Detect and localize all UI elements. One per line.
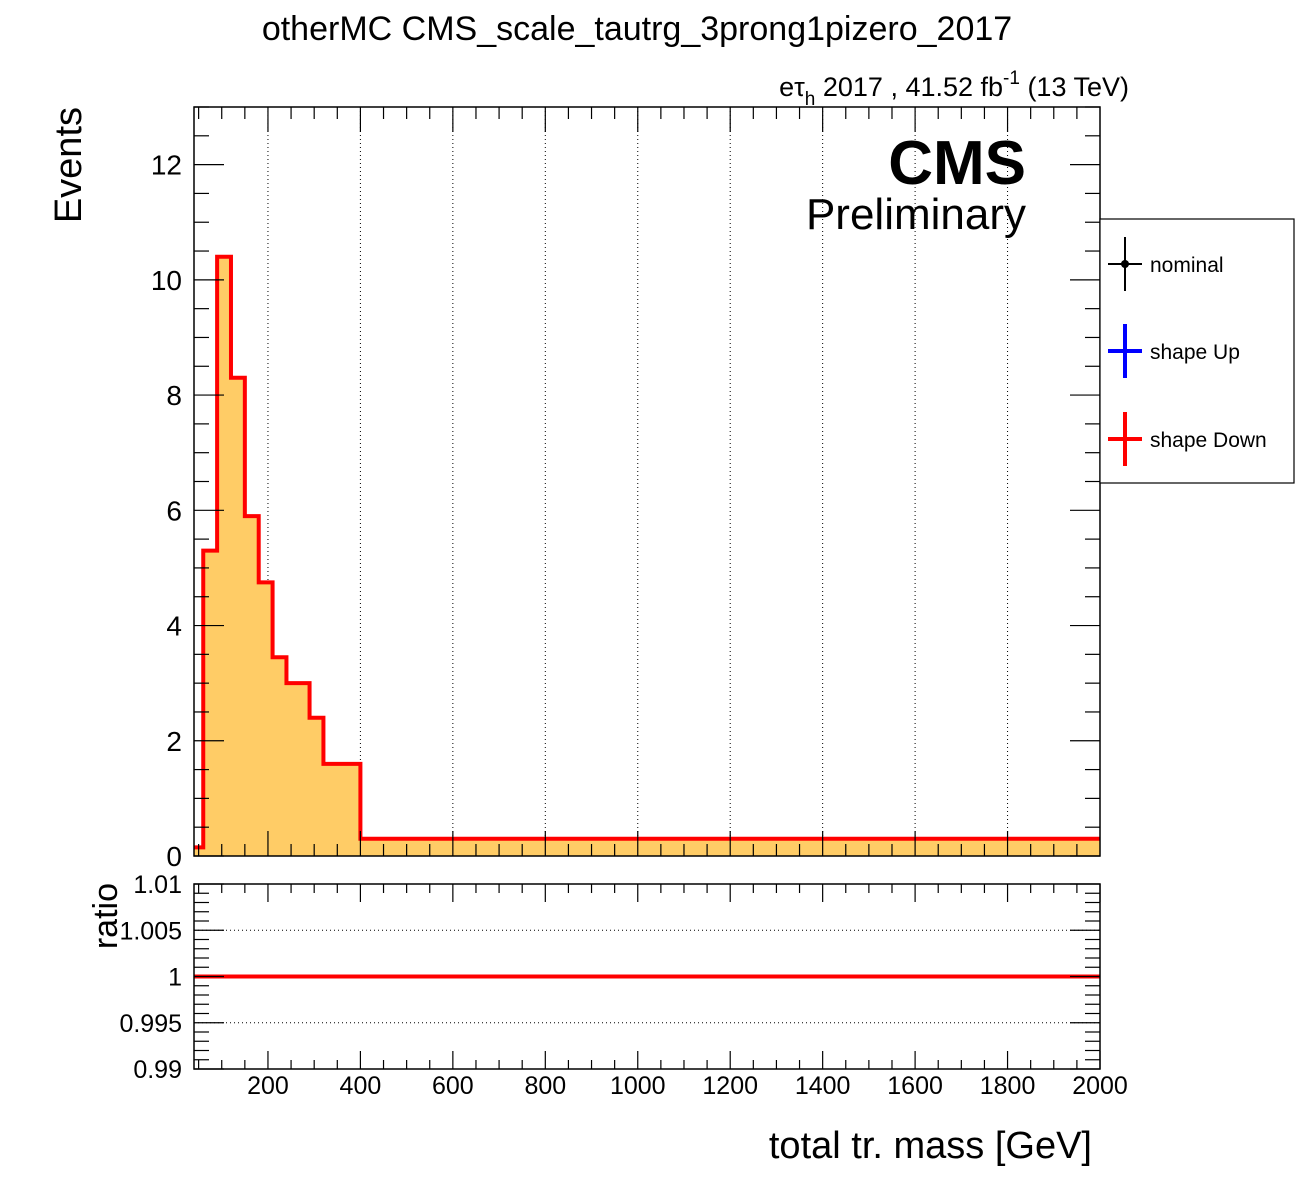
x-tick-label: 600: [432, 1072, 474, 1100]
legend-entry-label: shape Up: [1150, 341, 1240, 364]
legend: nominal shape Up shape Down: [1099, 218, 1295, 484]
x-tick-label: 200: [247, 1072, 289, 1100]
lumi-prefix: e: [779, 72, 794, 102]
y-tick-label: 2: [166, 726, 182, 757]
y-tick-label: 4: [166, 611, 182, 642]
series-line-shape-down: [194, 254, 1100, 850]
lumi-text: 2017 , 41.52 fb: [815, 72, 1003, 102]
ratio-panel: 0.99 0.995 1 1.005 1.01 200 400 600 800 1000 1200 1…: [119, 871, 1127, 1100]
lumi-tau-sub: h: [805, 89, 816, 110]
x-axis-label: total tr. mass [GeV]: [769, 1125, 1092, 1167]
legend-marker-dot: [1121, 260, 1129, 268]
ratio-y-tick-label: 0.99: [133, 1056, 182, 1084]
ratio-y-tick-label: 1.01: [133, 871, 182, 899]
x-tick-label: 1400: [795, 1072, 851, 1100]
histogram-fill: [194, 256, 1100, 856]
y-axis-label-ratio: ratio: [87, 883, 125, 949]
y-tick-label: 6: [166, 495, 182, 526]
ratio-y-tick-label: 1.005: [119, 917, 182, 945]
y-tick-label: 10: [151, 265, 182, 296]
x-tick-label: 400: [340, 1072, 382, 1100]
y-tick-label: 8: [166, 380, 182, 411]
y-axis-label-events: Events: [48, 107, 90, 223]
lumi-label: eτh 2017 , 41.52 fb-1 (13 TeV): [779, 68, 1129, 110]
cms-label: CMS: [888, 129, 1026, 198]
x-tick-label: 1600: [887, 1072, 943, 1100]
lumi-suffix: (13 TeV): [1020, 72, 1129, 102]
ratio-y-tick-label: 0.995: [119, 1010, 182, 1038]
preliminary-label: Preliminary: [806, 190, 1026, 239]
ratio-y-tick-label: 1: [168, 964, 182, 992]
chart-title: otherMC CMS_scale_tautrg_3prong1pizero_2…: [262, 10, 1012, 48]
x-tick-label: 800: [524, 1072, 566, 1100]
legend-entry-label: nominal: [1150, 254, 1224, 277]
x-tick-label: 1200: [702, 1072, 758, 1100]
y-tick-label: 12: [151, 150, 182, 181]
x-tick-label: 1800: [980, 1072, 1036, 1100]
lumi-sup: -1: [1003, 68, 1020, 89]
x-tick-label: 1000: [610, 1072, 666, 1100]
legend-entry-label: shape Down: [1150, 429, 1267, 452]
lumi-tau: τ: [794, 72, 805, 102]
y-tick-label: 0: [166, 841, 182, 872]
series-line-shape-up: [194, 255, 1100, 849]
series-line-nominal: [194, 255, 1100, 849]
x-tick-label: 2000: [1072, 1072, 1128, 1100]
